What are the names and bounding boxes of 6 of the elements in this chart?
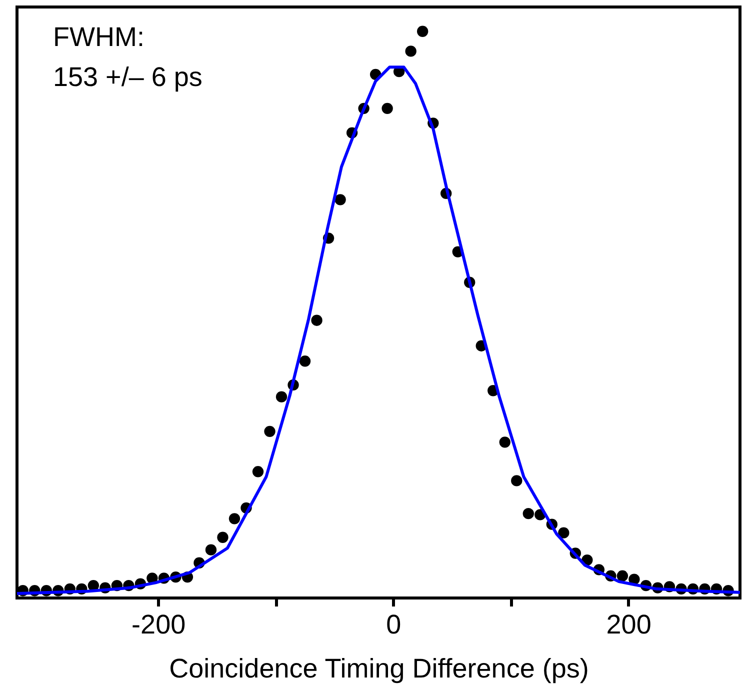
annotation: 153 +/– 6 ps — [53, 62, 202, 92]
x-tick-label: 0 — [386, 610, 402, 640]
x-axis-title: Coincidence Timing Difference (ps) — [169, 654, 589, 684]
annotation: FWHM: — [53, 22, 144, 52]
x-tick-label: 200 — [606, 610, 652, 640]
x-tick-label: -200 — [132, 610, 186, 640]
